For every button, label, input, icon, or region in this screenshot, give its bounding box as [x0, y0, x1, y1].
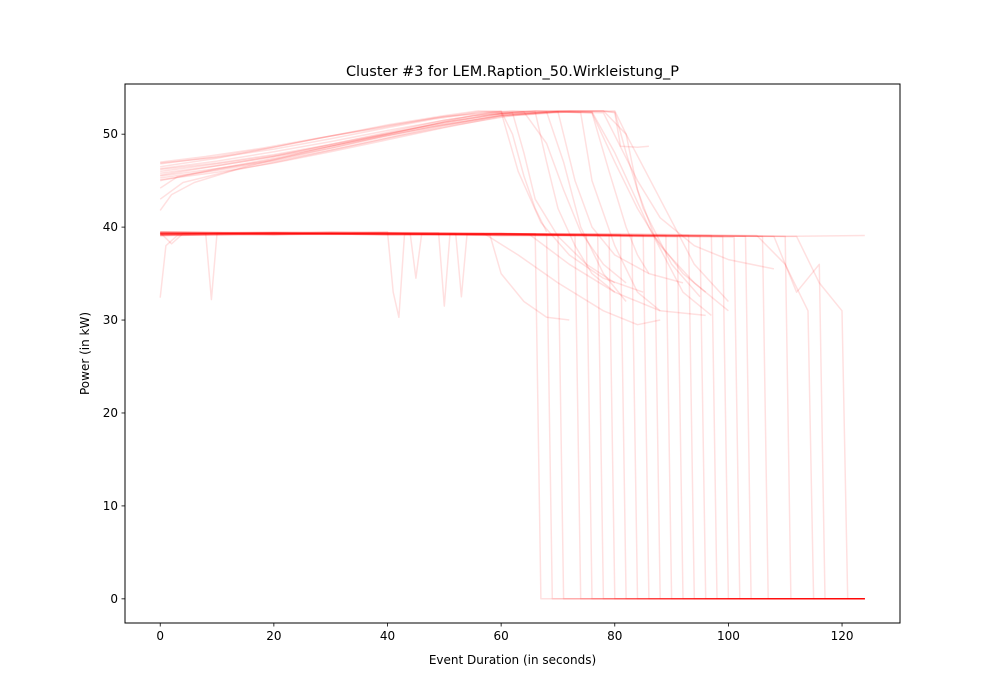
- series-group: [159, 110, 865, 600]
- series-line: [160, 231, 865, 600]
- y-tick-label: 40: [103, 220, 118, 234]
- series-line: [159, 232, 865, 600]
- series-line: [160, 231, 865, 600]
- series-line: [159, 111, 627, 302]
- series-line: [160, 232, 865, 600]
- series-line: [160, 231, 661, 326]
- x-tick-label: 80: [607, 629, 622, 643]
- series-line: [160, 110, 729, 303]
- series-line: [160, 111, 661, 312]
- series-line: [160, 110, 684, 284]
- series-line: [160, 231, 865, 600]
- series-line: [160, 231, 706, 317]
- series-line: [160, 111, 650, 274]
- series-line: [160, 231, 865, 600]
- series-line: [160, 231, 865, 600]
- y-tick-label: 50: [103, 127, 118, 141]
- series-line: [160, 231, 865, 600]
- series-line: [160, 231, 865, 600]
- series-line: [160, 231, 865, 238]
- series-line: [160, 231, 865, 600]
- series-line: [160, 231, 865, 600]
- x-tick-label: 120: [831, 629, 854, 643]
- x-tick-label: 60: [493, 629, 508, 643]
- x-axis-label: Event Duration (in seconds): [429, 653, 596, 667]
- y-axis-label: Power (in kW): [78, 312, 92, 395]
- series-line: [160, 111, 627, 284]
- series-line: [160, 110, 548, 233]
- x-tick-label: 100: [717, 629, 740, 643]
- series-line: [160, 233, 865, 600]
- series-line: [160, 232, 570, 321]
- y-tick-label: 30: [103, 313, 118, 327]
- y-tick-label: 0: [110, 592, 118, 606]
- y-tick-label: 20: [103, 406, 118, 420]
- x-axis: 0 20 40 60 80 100 120: [156, 623, 853, 643]
- series-line: [160, 231, 865, 600]
- plot-frame: [124, 83, 901, 624]
- series-line: [160, 110, 707, 293]
- series-line: [160, 111, 775, 270]
- series-line: [160, 232, 865, 600]
- series-line: [160, 110, 649, 179]
- x-tick-label: 40: [380, 629, 395, 643]
- series-line: [159, 231, 865, 600]
- series-line: [160, 110, 616, 293]
- series-line: [160, 110, 712, 316]
- series-line: [160, 110, 644, 293]
- series-line: [160, 110, 701, 298]
- y-tick-label: 10: [103, 499, 118, 513]
- x-tick-label: 0: [156, 629, 164, 643]
- series-line: [160, 231, 865, 600]
- series-line: [160, 231, 865, 600]
- series-line: [160, 231, 865, 600]
- series-line: [160, 231, 865, 600]
- series-line: [160, 232, 865, 600]
- series-line: [160, 231, 865, 600]
- chart-title: Cluster #3 for LEM.Raption_50.Wirkleistu…: [346, 64, 679, 80]
- y-axis: 0 10 20 30 40 50: [103, 127, 125, 606]
- x-tick-label: 20: [266, 629, 281, 643]
- series-line: [159, 111, 729, 312]
- series-line: [160, 231, 865, 600]
- series-line: [159, 112, 616, 284]
- series-line: [160, 231, 865, 600]
- series-line: [160, 232, 865, 600]
